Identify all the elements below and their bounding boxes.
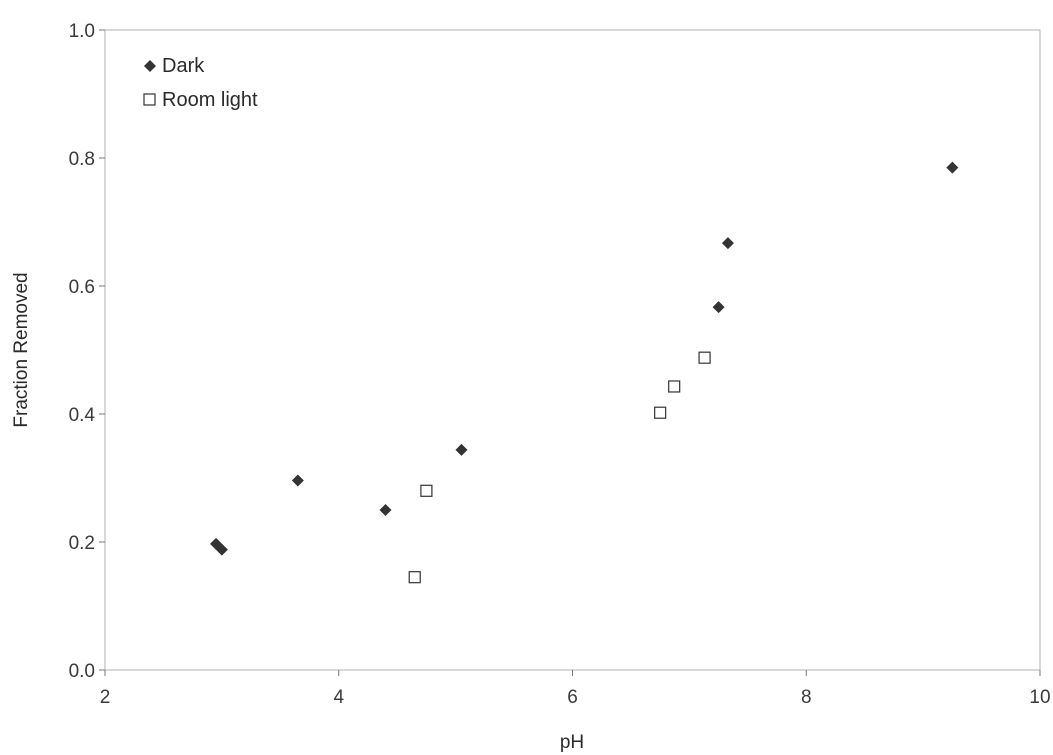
y-tick-label: 1.0	[69, 21, 95, 42]
axes: 2 4 6 8 10 0.0 0.2 0.4 0.6 0.8 1.0	[69, 21, 1051, 708]
data-point-dark	[946, 161, 959, 174]
x-tick-label: 10	[1029, 687, 1050, 708]
data-point-dark	[379, 504, 392, 516]
y-axis-title: Fraction Removed	[11, 272, 32, 427]
x-tick-label: 8	[801, 687, 812, 708]
y-tick-label: 0.0	[69, 661, 95, 682]
x-axis-title: pH	[560, 732, 584, 753]
legend-room-light-label: Room light	[162, 89, 258, 111]
legend: Dark Room light	[143, 55, 258, 111]
data-point-room-light	[420, 484, 433, 497]
data-point-dark	[721, 237, 734, 250]
legend-room-light-marker	[143, 93, 156, 106]
data-point-dark	[215, 543, 228, 556]
data-point-dark	[455, 443, 468, 456]
data-point-dark	[712, 301, 725, 314]
y-tick-label: 0.2	[69, 533, 95, 554]
legend-dark-marker	[144, 60, 156, 72]
data-point-dark	[291, 474, 304, 487]
legend-dark-label: Dark	[162, 55, 205, 77]
data-point-room-light	[654, 406, 667, 419]
y-tick-label: 0.8	[69, 149, 95, 170]
data-point-room-light	[698, 351, 711, 364]
y-tick-label: 0.6	[69, 277, 95, 298]
x-tick-label: 6	[567, 687, 578, 708]
data-point-room-light	[668, 380, 681, 393]
data-point-room-light	[408, 571, 421, 584]
y-tick-label: 0.4	[69, 405, 96, 426]
x-tick-label: 4	[333, 687, 344, 708]
plot-area	[104, 29, 1041, 671]
data-marks	[210, 161, 959, 584]
x-tick-label: 2	[100, 687, 111, 708]
